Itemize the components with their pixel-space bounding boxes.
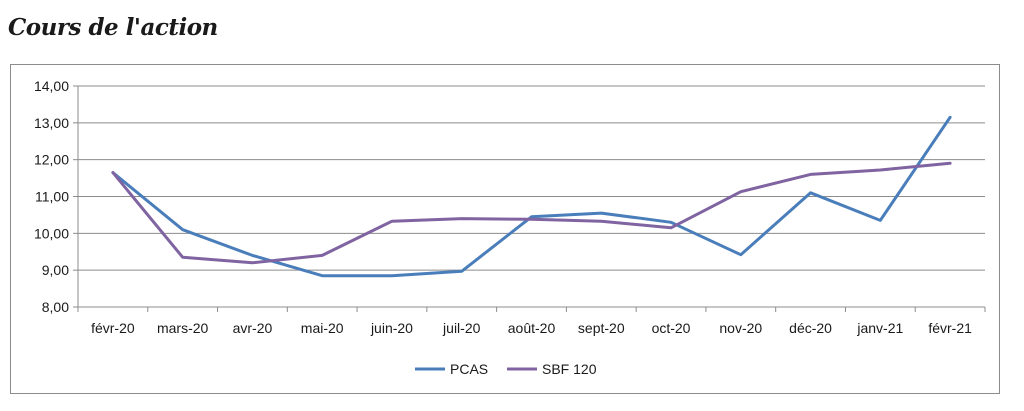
y-tick-label: 9,00 [42, 262, 69, 278]
series-line-pcas [111, 115, 952, 278]
y-tick-label: 8,00 [42, 299, 69, 315]
series-line-sbf120 [111, 161, 952, 265]
x-tick-label: avr-20 [233, 320, 273, 336]
x-tick-label: juin-20 [370, 320, 413, 336]
grid-lines [78, 85, 985, 308]
series-lines [111, 115, 952, 278]
y-tick-label: 12,00 [34, 152, 69, 168]
x-tick-label: févr-21 [928, 320, 972, 336]
x-tick-label: oct-20 [652, 320, 691, 336]
x-tick-label: nov-20 [719, 320, 762, 336]
legend-label: SBF 120 [542, 361, 597, 377]
y-tick-label: 11,00 [35, 189, 69, 205]
x-tick-label: août-20 [508, 320, 556, 336]
y-axis: 8,00 9,00 10,00 11,00 12,00 13,00 14,00 [34, 78, 79, 315]
x-tick-label: juil-20 [442, 320, 481, 336]
chart-frame [10, 64, 1000, 394]
legend-label: PCAS [450, 361, 488, 377]
x-tick-label: sept-20 [578, 320, 625, 336]
x-tick-label: févr-20 [91, 320, 135, 336]
x-tick-label: mars-20 [157, 320, 209, 336]
x-tick-label: déc-20 [789, 320, 832, 336]
y-tick-label: 13,00 [34, 115, 69, 131]
chart-title: Cours de l'action [8, 14, 218, 41]
y-tick-label: 10,00 [34, 225, 69, 241]
y-tick-label: 14,00 [34, 78, 69, 94]
x-axis: févr-20 mars-20 avr-20 mai-20 juin-20 juil-20… [77, 306, 986, 336]
x-tick-label: janv-21 [856, 320, 903, 336]
legend: PCAS SBF 120 [415, 361, 597, 377]
x-tick-label: mai-20 [301, 320, 344, 336]
